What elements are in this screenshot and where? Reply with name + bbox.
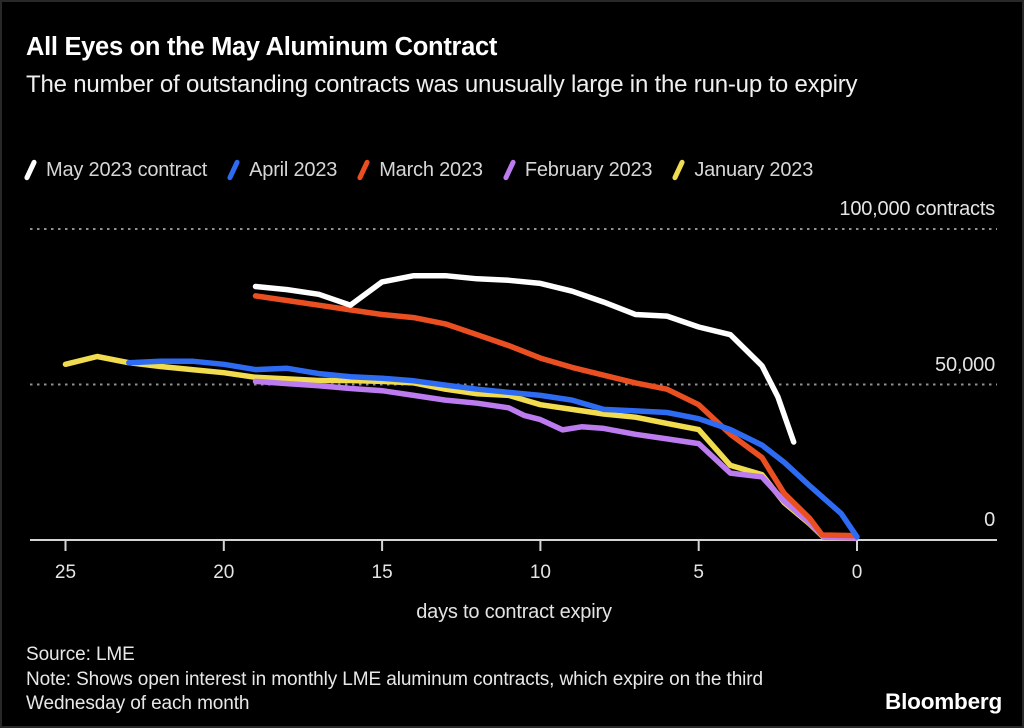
source-text: Source: LME (26, 644, 135, 665)
legend-label: March 2023 (379, 158, 483, 181)
legend-item-march-2023: March 2023 (356, 158, 483, 182)
note-text: Note: Shows open interest in monthly LME… (26, 668, 763, 715)
x-tick-label-0: 0 (851, 562, 863, 583)
y-axis-label-50000: 50,000 (935, 353, 995, 376)
legend-label: January 2023 (694, 158, 814, 181)
x-axis-title: days to contract expiry (416, 601, 612, 623)
legend-item-february-2023: February 2023 (502, 158, 653, 182)
series-line-january-2023 (62, 353, 859, 542)
page-subtitle: The number of outstanding contracts was … (26, 71, 858, 98)
y-axis-label-100000: 100,000 contracts (839, 198, 995, 220)
legend-item-april-2023: April 2023 (226, 158, 338, 182)
legend-item-may-2023-contract: May 2023 contract (23, 158, 208, 182)
series-line-april-2023 (126, 358, 860, 540)
legend-label: April 2023 (249, 158, 338, 181)
legend-label: February 2023 (524, 158, 653, 181)
bloomberg-logo: Bloomberg (885, 689, 1002, 714)
x-tick-label-25: 25 (54, 562, 77, 583)
legend-item-january-2023: January 2023 (671, 158, 814, 182)
chart-footer: Source: LME Note: Shows open interest in… (26, 643, 836, 717)
series-line-march-2023 (252, 293, 859, 539)
x-tick-label-20: 20 (213, 562, 235, 583)
page-title: All Eyes on the May Aluminum Contract (26, 33, 498, 61)
legend-label: May 2023 contract (46, 158, 208, 181)
series-line-february-2023 (252, 378, 859, 541)
x-tick-label-10: 10 (529, 562, 551, 583)
x-tick-label-15: 15 (371, 562, 393, 583)
series-line-may-2023-contract (252, 272, 797, 445)
chart-legend: May 2023 contract April 2023 March 2023 Feb… (23, 155, 814, 185)
y-axis-label-0: 0 (984, 509, 995, 531)
x-tick-label-5: 5 (693, 562, 704, 583)
